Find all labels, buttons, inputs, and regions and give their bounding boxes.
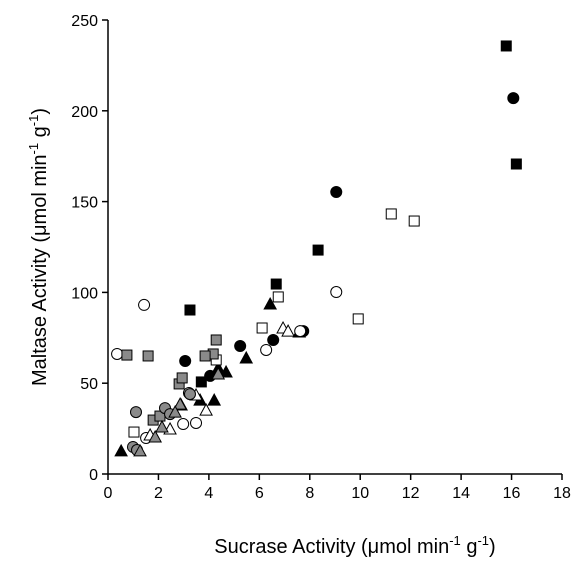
point <box>190 416 203 429</box>
point <box>133 443 147 457</box>
point <box>507 92 520 105</box>
point <box>142 350 154 362</box>
point <box>500 40 512 52</box>
point <box>199 403 213 416</box>
point <box>121 349 133 361</box>
point <box>179 355 192 368</box>
y-tick-label: 150 <box>71 195 98 212</box>
point <box>114 443 128 457</box>
point <box>330 286 343 299</box>
point <box>111 347 124 360</box>
x-tick-label: 12 <box>402 485 420 502</box>
y-axis-label: Maltase Activity (μmol min-1 g-1) <box>26 108 51 386</box>
y-tick-label: 200 <box>71 104 98 121</box>
x-tick-label: 4 <box>204 485 213 502</box>
point <box>281 324 295 337</box>
point <box>234 339 247 352</box>
point <box>207 393 222 406</box>
point <box>312 244 324 256</box>
point <box>195 376 207 388</box>
point <box>129 406 142 419</box>
point <box>263 296 278 310</box>
point <box>148 429 163 443</box>
x-tick-label: 18 <box>553 485 571 502</box>
point <box>256 322 268 334</box>
point <box>211 366 226 380</box>
point <box>272 291 284 303</box>
point <box>155 419 169 433</box>
x-tick-label: 16 <box>503 485 521 502</box>
point <box>199 350 211 362</box>
point <box>138 298 151 311</box>
point <box>385 208 397 220</box>
y-tick-label: 50 <box>80 376 98 393</box>
point <box>183 388 196 401</box>
x-tick-label: 8 <box>305 485 314 502</box>
x-tick-label: 14 <box>452 485 470 502</box>
point <box>408 215 420 227</box>
x-tick-label: 0 <box>104 485 113 502</box>
point <box>239 350 254 364</box>
point <box>173 397 187 410</box>
point <box>210 334 222 346</box>
y-tick-label: 0 <box>89 467 98 484</box>
y-tick-label: 100 <box>71 285 98 302</box>
x-tick-label: 10 <box>351 485 369 502</box>
point <box>176 372 188 384</box>
point <box>510 158 522 170</box>
point <box>128 426 140 438</box>
x-tick-label: 6 <box>255 485 264 502</box>
point <box>168 405 182 418</box>
x-axis-label: Sucrase Activity (μmol min-1 g-1) <box>214 533 495 558</box>
point <box>294 325 307 338</box>
point <box>352 313 364 325</box>
x-tick-label: 2 <box>154 485 163 502</box>
point <box>270 278 282 290</box>
point <box>260 343 273 356</box>
point <box>177 418 190 431</box>
y-tick-label: 250 <box>71 13 98 30</box>
point <box>330 185 343 198</box>
point <box>267 333 280 346</box>
point <box>184 304 196 316</box>
